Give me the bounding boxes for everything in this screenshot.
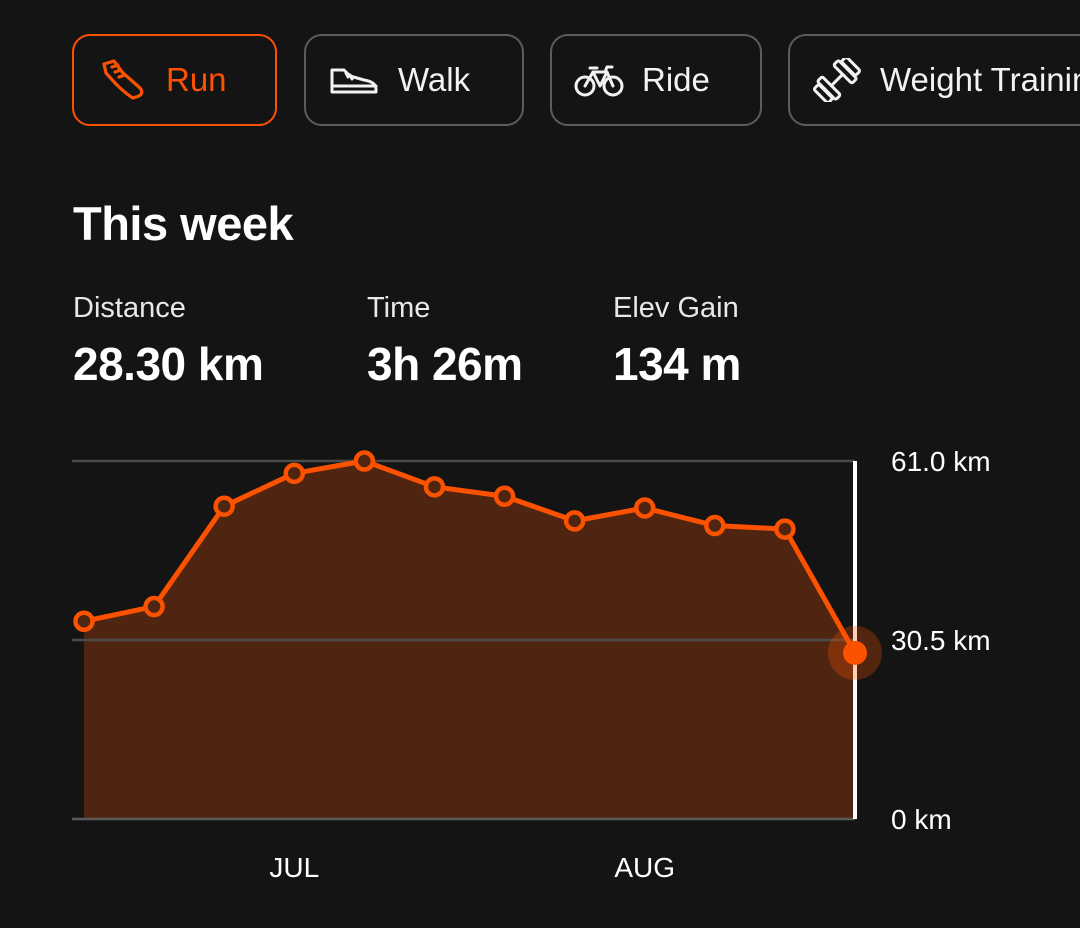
- section-title: This week: [73, 197, 294, 250]
- chart-point[interactable]: [353, 450, 376, 472]
- stat-distance-value: 28.30 km: [73, 338, 264, 390]
- tab-walk-label: Walk: [398, 61, 471, 98]
- chart-point[interactable]: [283, 462, 306, 485]
- y-tick-label: 30.5 km: [891, 625, 991, 656]
- chart-point[interactable]: [423, 476, 446, 498]
- tab-weight-training[interactable]: Weight Training: [788, 34, 1080, 126]
- weekly-distance-chart[interactable]: 61.0 km 30.5 km 0 km JUL AUG: [0, 430, 1080, 910]
- dumbbell-icon: [810, 58, 864, 102]
- y-tick-label: 0 km: [891, 804, 952, 835]
- chart-point[interactable]: [143, 595, 165, 618]
- stat-time-value: 3h 26m: [367, 338, 523, 390]
- bicycle-icon: [572, 58, 626, 102]
- stat-time: Time 3h 26m: [367, 292, 523, 391]
- chart-point[interactable]: [774, 518, 796, 540]
- chart-point[interactable]: [704, 514, 726, 537]
- tab-ride[interactable]: Ride: [550, 34, 762, 126]
- stat-elev-gain: Elev Gain 134 m: [613, 292, 741, 391]
- x-tick-label: JUL: [269, 852, 319, 883]
- chart-point[interactable]: [563, 510, 586, 532]
- tab-run-label: Run: [166, 61, 227, 98]
- tab-walk[interactable]: Walk: [304, 34, 524, 126]
- tab-weight-training-label: Weight Training: [880, 61, 1080, 98]
- stat-distance: Distance 28.30 km: [73, 292, 264, 391]
- x-tick-label: AUG: [614, 852, 675, 883]
- chart-point[interactable]: [493, 485, 516, 507]
- tab-ride-label: Ride: [642, 61, 710, 98]
- running-shoe-icon: [96, 58, 150, 102]
- activity-tabs: Run Walk Ride: [0, 34, 1080, 130]
- chart-point[interactable]: [213, 495, 235, 517]
- chart-point-selected[interactable]: [843, 640, 867, 665]
- stat-elev-gain-label: Elev Gain: [613, 292, 739, 324]
- chart-point[interactable]: [633, 497, 656, 519]
- stat-distance-label: Distance: [73, 292, 186, 324]
- stat-time-label: Time: [367, 292, 431, 324]
- chart-series-line: [83, 458, 858, 655]
- stat-elev-gain-value: 134 m: [613, 338, 741, 390]
- y-tick-label: 61.0 km: [891, 446, 991, 477]
- chart-point[interactable]: [73, 610, 95, 632]
- tab-run[interactable]: Run: [72, 34, 277, 126]
- walking-shoe-icon: [328, 58, 382, 102]
